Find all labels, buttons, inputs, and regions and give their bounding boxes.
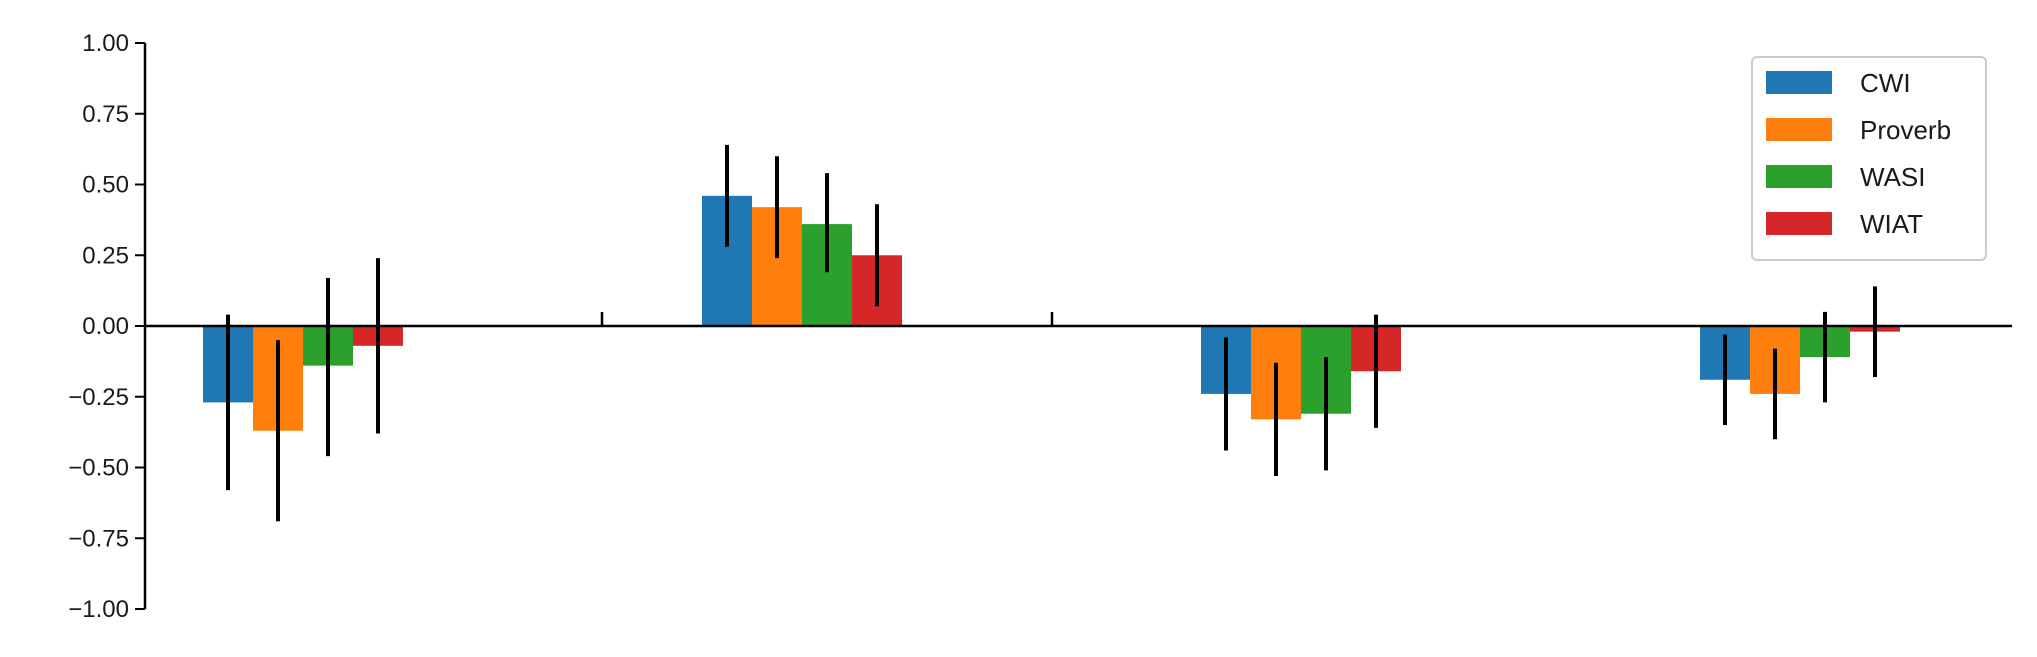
- y-tick-label: 0.50: [82, 172, 129, 199]
- y-tick-label: −0.25: [68, 384, 129, 411]
- legend-label-wiat: WIAT: [1860, 209, 1923, 239]
- legend-swatch-wiat: [1766, 212, 1832, 235]
- y-tick-label: 0.25: [82, 242, 129, 269]
- y-tick-label: −1.00: [68, 596, 129, 623]
- y-tick-label: −0.50: [68, 455, 129, 482]
- y-tick-label: 0.00: [82, 313, 129, 340]
- legend: CWI Proverb WASI WIAT: [1751, 56, 1987, 261]
- legend-swatch-proverb: [1766, 118, 1832, 141]
- x-axis: [145, 312, 2012, 328]
- legend-label-wasi: WASI: [1860, 162, 1925, 192]
- legend-swatch-wasi: [1766, 165, 1832, 188]
- y-tick-label: −0.75: [68, 525, 129, 552]
- y-tick-label: 1.00: [82, 30, 129, 57]
- legend-label-proverb: Proverb: [1860, 115, 1951, 145]
- y-axis: 1.00 0.75 0.50 0.25 0.00 −0.25 −0.50 −0.75 −1.00: [68, 30, 147, 623]
- legend-label-cwi: CWI: [1860, 68, 1911, 98]
- legend-swatch-cwi: [1766, 71, 1832, 94]
- error-bars-group: [226, 144, 1877, 522]
- legend-box: [1751, 56, 1987, 261]
- y-tick-label: 0.75: [82, 101, 129, 128]
